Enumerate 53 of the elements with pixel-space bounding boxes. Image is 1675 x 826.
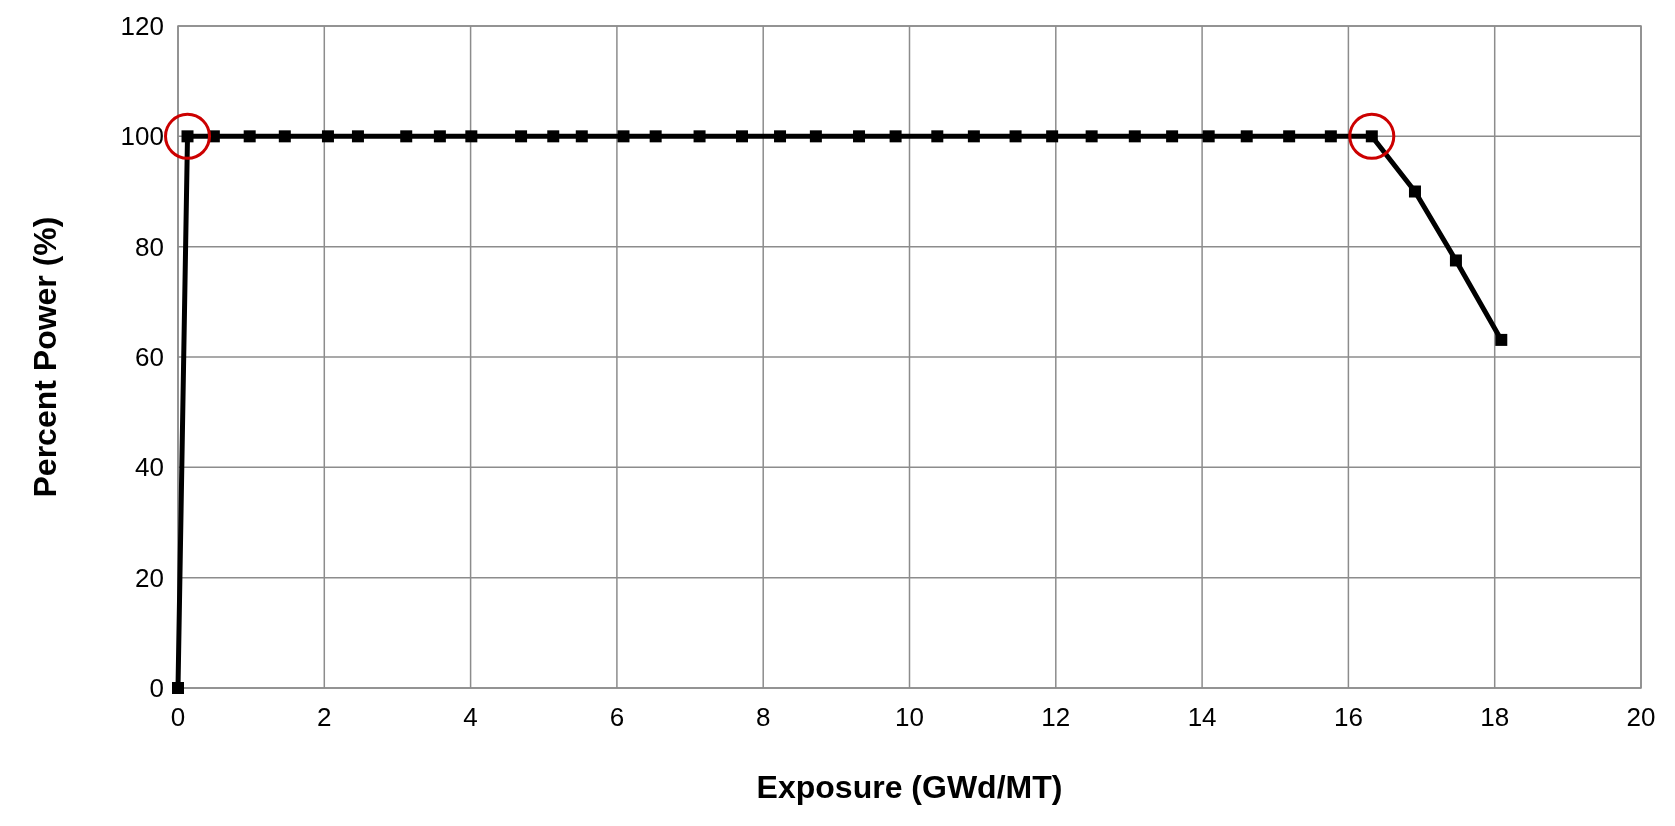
x-axis-title: Exposure (GWd/MT) [756, 769, 1063, 805]
x-tick-label: 16 [1333, 702, 1363, 732]
x-tick-label: 18 [1480, 702, 1510, 732]
point [1495, 333, 1508, 346]
point [321, 130, 334, 143]
y-tick-label: 100 [120, 121, 164, 152]
point [967, 130, 980, 143]
x-tick-label: 10 [895, 702, 924, 732]
point [515, 130, 528, 143]
x-tick-label: 14 [1187, 702, 1217, 732]
point [1283, 130, 1296, 143]
point [853, 130, 866, 143]
x-tick-label: 4 [463, 702, 478, 732]
point [278, 130, 291, 143]
point [889, 130, 902, 143]
point [1449, 254, 1462, 267]
x-tick-label: 8 [755, 702, 771, 732]
point [172, 682, 184, 694]
point [1324, 130, 1337, 143]
x-tick-label: 0 [170, 702, 186, 732]
y-axis-title: Percent Power (%) [27, 216, 63, 498]
point [1202, 130, 1215, 143]
x-tick-label: 20 [1626, 702, 1656, 732]
point [351, 130, 364, 143]
y-tick-label: 20 [135, 562, 164, 593]
point [1046, 130, 1059, 143]
point [649, 130, 662, 143]
point [1009, 130, 1022, 143]
point [735, 130, 748, 143]
y-tick-label: 80 [135, 231, 164, 262]
point [931, 130, 944, 143]
x-tick-label: 2 [317, 702, 332, 732]
y-tick-label: 0 [149, 673, 164, 704]
point [693, 130, 706, 143]
x-tick-label: 12 [1041, 702, 1071, 732]
y-tick-label: 60 [135, 342, 164, 373]
y-tick-label: 120 [120, 11, 164, 42]
point [617, 130, 630, 143]
point [547, 130, 560, 143]
point [243, 130, 256, 143]
point [1240, 130, 1253, 143]
point [575, 130, 588, 143]
point [433, 130, 446, 143]
point [774, 130, 787, 143]
point [400, 130, 413, 143]
point [1128, 130, 1141, 143]
point [809, 130, 822, 143]
x-tick-label: 6 [609, 702, 625, 732]
point [1166, 130, 1179, 143]
y-tick-label: 40 [135, 452, 164, 483]
point [1085, 130, 1098, 143]
point [465, 130, 478, 143]
point [1408, 185, 1421, 198]
